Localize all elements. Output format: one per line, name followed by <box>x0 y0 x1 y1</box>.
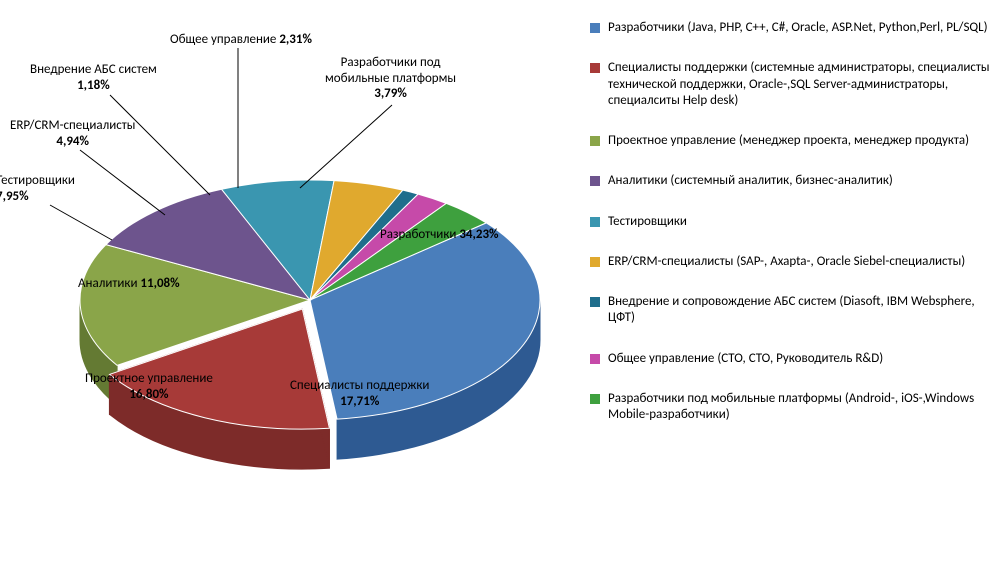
legend-item: Разработчики под мобильные платформы (An… <box>590 391 990 424</box>
callout-label: Общее управление <box>170 32 279 47</box>
callout-pct: 2,31% <box>279 32 312 47</box>
legend-label: Проектное управление (менеджер проекта, … <box>608 133 990 149</box>
legend-label: Разработчики под мобильные платформы (An… <box>608 391 990 424</box>
legend-item: Тестировщики <box>590 214 990 230</box>
callout-analysts: Аналитики 11,08% <box>78 276 180 292</box>
legend-swatch <box>590 63 600 73</box>
legend-label: Аналитики (системный аналитик, бизнес-ан… <box>608 173 990 189</box>
legend-item: Разработчики (Java, PHP, C++, C#, Oracle… <box>590 20 990 36</box>
callout-pct: 17,71% <box>290 394 429 410</box>
callout-mgmt: Общее управление 2,31% <box>170 32 312 48</box>
callout-support: Специалисты поддержки17,71% <box>290 378 429 409</box>
legend-swatch <box>590 176 600 186</box>
legend-swatch <box>590 394 600 404</box>
legend-swatch <box>590 354 600 364</box>
legend-item: Общее управление (CTO, CTO, Руководитель… <box>590 351 990 367</box>
legend-swatch <box>590 257 600 267</box>
legend-label: Специалисты поддержки (системные админис… <box>608 60 990 109</box>
callout-label2: мобильные платформы <box>325 71 456 87</box>
legend-swatch <box>590 217 600 227</box>
callout-label: ERP/CRM-специалисты <box>10 118 135 134</box>
legend-item: Внедрение и сопровождение АБС систем (Di… <box>590 294 990 327</box>
callout-label: Аналитики <box>78 276 140 291</box>
legend-swatch <box>590 297 600 307</box>
callout-testers: Тестировщики7,95% <box>0 173 75 204</box>
callout-pct: 34,23% <box>459 227 498 242</box>
legend-label: Общее управление (CTO, CTO, Руководитель… <box>608 351 990 367</box>
callout-pct: 1,18% <box>30 78 157 94</box>
callout-pct: 4,94% <box>10 134 135 150</box>
callout-label: Проектное управление <box>85 371 213 387</box>
legend-label: Разработчики (Java, PHP, C++, C#, Oracle… <box>608 20 990 36</box>
callout-label: Специалисты поддержки <box>290 378 429 394</box>
legend-item: Проектное управление (менеджер проекта, … <box>590 133 990 149</box>
legend-swatch <box>590 136 600 146</box>
callout-label: Внедрение АБС систем <box>30 62 157 78</box>
callout-pct: 16,80% <box>85 387 213 403</box>
callout-label: Тестировщики <box>0 173 75 189</box>
callout-pct: 11,08% <box>140 276 179 291</box>
legend: Разработчики (Java, PHP, C++, C#, Oracle… <box>590 20 990 447</box>
legend-swatch <box>590 23 600 33</box>
legend-item: Аналитики (системный аналитик, бизнес-ан… <box>590 173 990 189</box>
callout-pct: 3,79% <box>325 86 456 102</box>
legend-item: ERP/CRM-специалисты (SAP-, Axapta-, Orac… <box>590 254 990 270</box>
pie-chart: Разработчики 34,23% Специалисты поддержки… <box>0 0 590 580</box>
callout-pm: Проектное управление16,80% <box>85 371 213 402</box>
callout-label: Разработчики под <box>325 55 456 71</box>
legend-label: ERP/CRM-специалисты (SAP-, Axapta-, Orac… <box>608 254 990 270</box>
callout-erp: ERP/CRM-специалисты4,94% <box>10 118 135 149</box>
legend-label: Тестировщики <box>608 214 990 230</box>
chart-container: Разработчики 34,23% Специалисты поддержки… <box>0 0 995 580</box>
legend-label: Внедрение и сопровождение АБС систем (Di… <box>608 294 990 327</box>
callout-label: Разработчики <box>380 227 459 242</box>
callout-pct: 7,95% <box>0 189 75 205</box>
callout-mobile: Разработчики подмобильные платформы3,79% <box>325 55 456 102</box>
callout-developers: Разработчики 34,23% <box>380 227 499 243</box>
legend-item: Специалисты поддержки (системные админис… <box>590 60 990 109</box>
callout-abs: Внедрение АБС систем1,18% <box>30 62 157 93</box>
